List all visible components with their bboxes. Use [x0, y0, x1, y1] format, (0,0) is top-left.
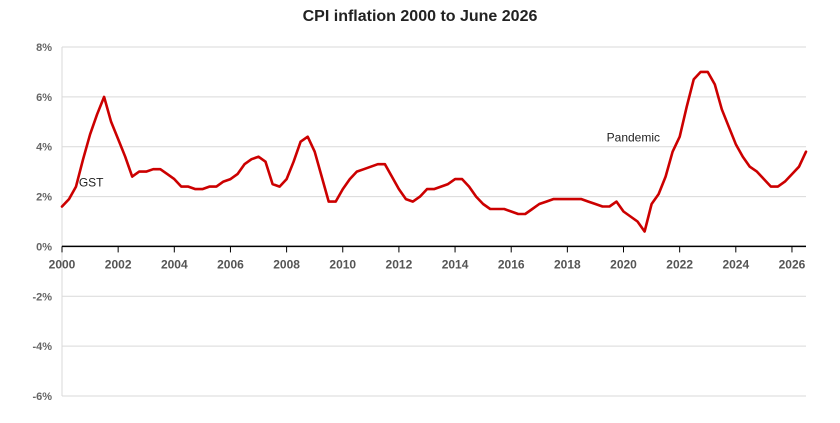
y-axis-ticks: 8% 6% 4% 2% 0% -2% -4% -6%	[32, 42, 52, 403]
cpi-inflation-line	[60, 70, 808, 233]
x-tick-label: 2026	[779, 257, 806, 271]
series-layer	[60, 70, 808, 233]
x-tick-label: 2008	[273, 257, 300, 271]
x-tick-label: 2006	[217, 257, 244, 271]
gridlines	[62, 46, 806, 397]
x-tick-label: 2024	[722, 257, 749, 271]
x-tick-label: 2016	[498, 257, 525, 271]
y-tick-label: 8%	[36, 42, 52, 54]
annotation-label: Pandemic	[607, 131, 660, 145]
y-tick-label: -4%	[32, 341, 52, 353]
y-tick-label: 6%	[36, 92, 52, 104]
annotations: GST Pandemic	[79, 131, 660, 190]
y-tick-label: 4%	[36, 142, 52, 154]
y-tick-label: 2%	[36, 192, 52, 204]
x-tick-label: 2020	[610, 257, 637, 271]
x-tick-label: 2022	[666, 257, 693, 271]
x-tick-label: 2012	[386, 257, 413, 271]
y-tick-label: -2%	[32, 291, 52, 303]
y-tick-label: 0%	[36, 241, 52, 253]
x-tick-label: 2000	[49, 257, 76, 271]
x-tick-label: 2004	[161, 257, 188, 271]
x-tick-label: 2002	[105, 257, 132, 271]
x-tick-label: 2018	[554, 257, 581, 271]
x-axis-ticks: 2000 2002 2004 2006 2008 2010 2012 2014 2016 2018…	[49, 246, 806, 271]
axes	[61, 47, 806, 396]
x-tick-label: 2014	[442, 257, 469, 271]
x-tick-label: 2010	[329, 257, 356, 271]
chart-title: CPI inflation 2000 to June 2026	[302, 8, 538, 25]
y-tick-label: -6%	[32, 391, 52, 403]
annotation-label: GST	[79, 176, 104, 190]
